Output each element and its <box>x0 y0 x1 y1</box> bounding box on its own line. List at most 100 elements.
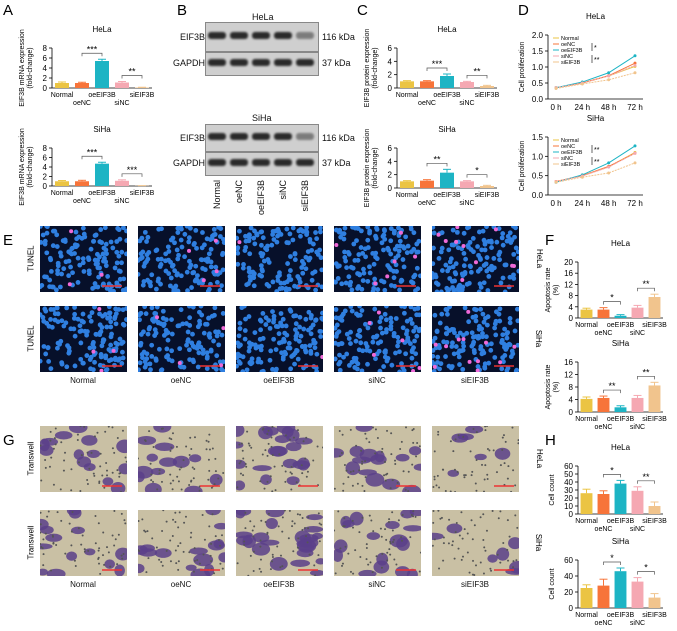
blot-title-siha: SiHa <box>252 113 272 123</box>
y-tick-label: 2 <box>388 71 393 80</box>
x-tick-label: siEIF3B <box>130 92 155 99</box>
blot-band <box>230 133 248 140</box>
transwell-image <box>334 426 421 492</box>
x-tick-label: oeNC <box>73 198 91 205</box>
significance-label: * <box>475 166 479 176</box>
blot-kda: 116 kDa <box>322 133 355 143</box>
panel-label-d: D <box>518 2 529 19</box>
bar <box>648 506 661 514</box>
blot-lane-label: oeNC <box>234 180 244 204</box>
tunel-image <box>432 226 519 292</box>
x-tick-label: oeEIF3B <box>433 192 461 199</box>
y-tick-label: 40 <box>564 572 573 581</box>
significance-bracket <box>426 162 448 167</box>
chart-title: SiHa <box>587 114 605 123</box>
series-line <box>555 64 636 89</box>
significance-label: ** <box>642 367 650 377</box>
significance-label: ** <box>128 67 136 77</box>
significance-bracket <box>121 173 143 177</box>
blot-band <box>230 32 248 39</box>
bar <box>580 588 593 608</box>
x-tick-label: oeEIF3B <box>433 92 461 99</box>
significance-bracket <box>81 155 103 160</box>
blot-band <box>252 32 270 39</box>
bar <box>597 397 610 412</box>
image-column-label: oeEIF3B <box>263 376 295 385</box>
x-tick-label: 48 h <box>601 103 617 112</box>
y-tick-label: 12 <box>564 371 573 380</box>
y-tick-label: 20 <box>564 494 573 503</box>
x-tick-label: siNC <box>459 200 474 207</box>
x-tick-label: 48 h <box>601 199 617 208</box>
x-tick-label: siEIF3B <box>475 92 500 99</box>
y-tick-label: 16 <box>564 358 573 367</box>
y-tick-label: 0 <box>43 84 48 93</box>
y-tick-label: 0 <box>569 314 574 323</box>
chart-title: HeLa <box>92 25 112 34</box>
significance-bracket <box>466 74 488 79</box>
y-tick-label: 40 <box>564 478 573 487</box>
y-tick-label: 0 <box>569 408 574 417</box>
blot-kda: 116 kDa <box>322 32 355 42</box>
x-tick-label: siNC <box>630 526 645 533</box>
y-tick-label: 4 <box>388 57 393 66</box>
x-tick-label: Normal <box>575 322 598 329</box>
data-point <box>580 175 584 179</box>
transwell-image <box>236 510 323 576</box>
significance-label: * <box>610 553 614 563</box>
x-tick-label: oeEIF3B <box>607 322 635 329</box>
transwell-image <box>40 510 127 576</box>
blot-title-hela: HeLa <box>252 12 274 22</box>
tunel-image <box>138 226 225 292</box>
data-point <box>554 180 558 184</box>
blot-band <box>274 133 292 140</box>
y-tick-label: 2 <box>43 74 48 83</box>
significance-bracket <box>426 67 448 71</box>
x-tick-label: 24 h <box>575 199 591 208</box>
x-tick-label: siEIF3B <box>130 190 155 197</box>
significance-label: * <box>610 465 614 475</box>
panel-label-f: F <box>545 232 555 249</box>
transwell-image <box>138 426 225 492</box>
data-point <box>607 161 611 165</box>
y-axis-label: EIF3B protein expression(fold-change) <box>364 129 379 208</box>
data-point <box>633 61 637 65</box>
y-axis-label: Cell count <box>549 568 556 599</box>
blot-band <box>274 59 292 66</box>
significance-bracket <box>603 389 621 394</box>
significance-bracket <box>603 561 621 565</box>
bar <box>631 490 644 514</box>
y-tick-label: 1.0 <box>532 152 544 161</box>
bar <box>55 181 69 186</box>
series-line <box>555 152 636 182</box>
y-tick-label: 4 <box>43 163 48 172</box>
legend-label: siNC <box>561 156 573 162</box>
bar <box>55 83 69 88</box>
blot-band <box>296 159 314 166</box>
series-line <box>555 62 636 89</box>
bar <box>75 83 89 88</box>
bar <box>631 397 644 412</box>
bar <box>440 76 454 88</box>
bar <box>648 597 661 608</box>
x-tick-label: siEIF3B <box>642 322 667 329</box>
data-point <box>554 86 558 90</box>
significance-label: ** <box>433 154 441 164</box>
bar <box>480 86 494 88</box>
significance-label: *** <box>432 59 443 69</box>
significance-label: * <box>644 563 648 573</box>
legend-label: Normal <box>561 138 579 144</box>
bar <box>597 309 610 318</box>
significance-label: ** <box>594 147 600 154</box>
panel-label-g: G <box>3 432 15 449</box>
x-tick-label: oeNC <box>595 330 613 337</box>
data-point <box>607 165 611 169</box>
tunel-image <box>334 226 421 292</box>
bar <box>400 181 414 188</box>
chart-title: SiHa <box>93 125 111 134</box>
bar <box>580 309 593 318</box>
y-tick-label: 8 <box>43 144 48 153</box>
panel-label-h: H <box>545 432 556 449</box>
blot-lane-label: siNC <box>278 180 288 200</box>
y-tick-label: 6 <box>388 44 393 53</box>
